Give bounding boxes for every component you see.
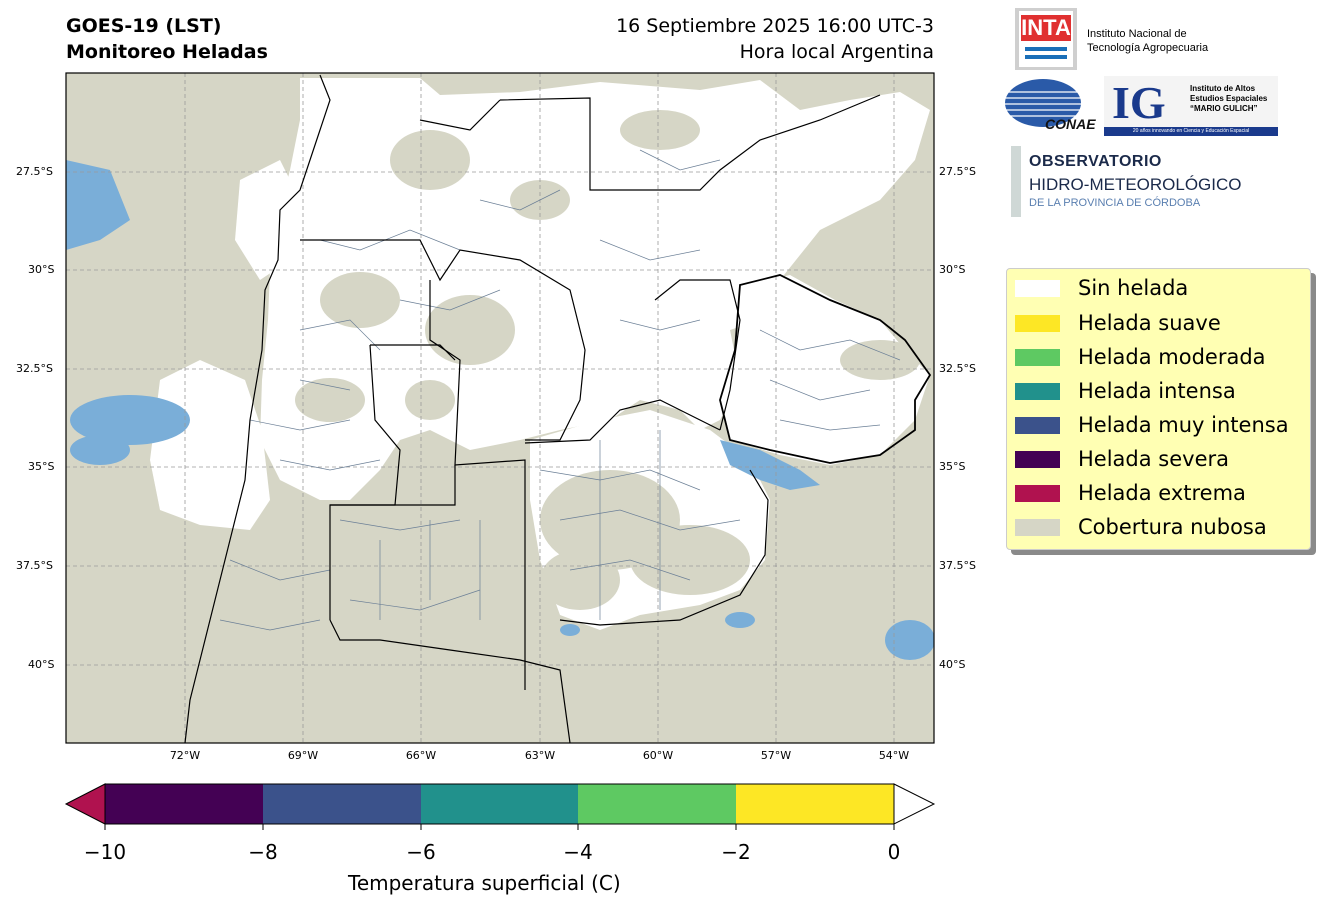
- colorbar-under-arrow: [64, 783, 106, 825]
- legend-swatch: [1015, 314, 1060, 332]
- colorbar-segment-intensa: [421, 784, 579, 824]
- lat-label-right-2: 30°S: [939, 263, 966, 276]
- colorbar-segment-moderada: [578, 784, 736, 824]
- inta-name-line-2: Tecnología Agropecuaria: [1087, 42, 1209, 54]
- inta-logo-inner: INTA: [1019, 11, 1073, 67]
- legend-label: Sin helada: [1078, 276, 1189, 300]
- clear-region-uruguay: [722, 275, 930, 465]
- conae-stripes: [1005, 91, 1081, 117]
- lon-label-1: 72°W: [169, 749, 201, 762]
- lat-label-left-1: 27.5°S: [16, 165, 53, 178]
- ig-logo: IG Instituto de Altos Estudios Espaciale…: [1104, 76, 1278, 136]
- lat-label-right-4: 35°S: [939, 460, 966, 473]
- lat-label-right-6: 40°S: [939, 658, 966, 671]
- colorbar-over-arrow: [893, 783, 936, 825]
- legend-label: Cobertura nubosa: [1078, 515, 1267, 539]
- legend-label: Helada severa: [1078, 447, 1229, 471]
- inta-wordmark: INTA: [1021, 15, 1071, 41]
- legend-swatch: [1015, 416, 1060, 434]
- lon-label-4: 63°W: [524, 749, 556, 762]
- legend-item: Cobertura nubosa: [1015, 512, 1267, 542]
- legend-item: Sin helada: [1015, 273, 1188, 303]
- colorbar-tick-marks: [104, 824, 895, 830]
- lon-label-7: 54°W: [878, 749, 910, 762]
- ig-name: Instituto de Altos Estudios Espaciales “…: [1190, 84, 1267, 114]
- legend-item: Helada moderada: [1015, 342, 1266, 372]
- colorbar-tick-label-6: 0: [887, 840, 901, 864]
- legend-label: Helada suave: [1078, 311, 1221, 335]
- legend-swatch: [1015, 348, 1060, 366]
- legend-item: Helada suave: [1015, 308, 1221, 338]
- lon-label-2: 69°W: [287, 749, 319, 762]
- lat-label-right-5: 37.5°S: [939, 559, 976, 572]
- lat-label-right-3: 32.5°S: [939, 362, 976, 375]
- colorbar-segment-suave: [736, 784, 894, 824]
- legend-label: Helada moderada: [1078, 345, 1266, 369]
- inta-name: Instituto Nacional de Tecnología Agropec…: [1087, 27, 1208, 55]
- province-boundaries: [184, 74, 932, 743]
- title-line-2: Monitoreo Heladas: [66, 41, 268, 63]
- lon-label-6: 57°W: [760, 749, 792, 762]
- lat-label-left-3: 32.5°S: [16, 362, 53, 375]
- ig-name-line-3: “MARIO GULICH”: [1190, 104, 1258, 113]
- legend: Sin helada Helada suave Helada moderada …: [1006, 268, 1311, 550]
- lat-label-left-2: 30°S: [28, 263, 55, 276]
- colorbar-frame: [104, 783, 895, 825]
- conae-wordmark: CONAE: [1045, 116, 1096, 132]
- lat-label-right-1: 27.5°S: [939, 165, 976, 178]
- colorbar-segment-muy-intensa: [263, 784, 421, 824]
- observatorio-line-3: DE LA PROVINCIA DE CÓRDOBA: [1029, 197, 1201, 209]
- ig-name-line-2: Estudios Espaciales: [1190, 94, 1268, 103]
- colorbar-label: Temperatura superficial (C): [348, 871, 621, 895]
- map-title: GOES-19 (LST) Monitoreo Heladas: [66, 13, 268, 65]
- colorbar-tick-label-1: −10: [83, 840, 127, 864]
- datetime-line-1: 16 Septiembre 2025 16:00 UTC-3: [616, 15, 934, 37]
- observatorio-line-2: HIDRO-METEOROLÓGICO: [1029, 175, 1242, 194]
- inta-name-line-1: Instituto Nacional de: [1087, 28, 1187, 40]
- colorbar-tick-label-4: −4: [563, 840, 593, 864]
- observatorio-line-1: OBSERVATORIO: [1029, 153, 1162, 170]
- datetime-line-2: Hora local Argentina: [739, 41, 934, 63]
- ig-letters: IG: [1112, 77, 1166, 128]
- water-bodies: [66, 160, 934, 660]
- colorbar-tick-label-5: −2: [721, 840, 751, 864]
- ig-tagline: 20 años innovando en Ciencia y Educación…: [1104, 127, 1278, 136]
- legend-item: Helada muy intensa: [1015, 410, 1289, 440]
- lat-label-left-5: 37.5°S: [16, 559, 53, 572]
- title-line-1: GOES-19 (LST): [66, 15, 222, 37]
- conae-globe: [1005, 79, 1081, 127]
- colorbar-tick-label-2: −8: [248, 840, 278, 864]
- legend-item: Helada severa: [1015, 444, 1229, 474]
- lat-label-left-4: 35°S: [28, 460, 55, 473]
- legend-swatch: [1015, 279, 1060, 297]
- legend-swatch: [1015, 450, 1060, 468]
- lon-label-3: 66°W: [405, 749, 437, 762]
- legend-label: Helada muy intensa: [1078, 413, 1289, 437]
- legend-item: Helada extrema: [1015, 478, 1246, 508]
- legend-swatch: [1015, 484, 1060, 502]
- legend-label: Helada intensa: [1078, 379, 1236, 403]
- map-frame: [65, 72, 935, 744]
- lon-label-5: 60°W: [642, 749, 674, 762]
- department-boundaries: [219, 149, 901, 631]
- inta-stripe: [1025, 47, 1067, 51]
- legend-label: Helada extrema: [1078, 481, 1246, 505]
- legend-swatch: [1015, 518, 1060, 536]
- colorbar: [64, 783, 936, 830]
- clear-region-west: [150, 360, 270, 530]
- legend-swatch: [1015, 382, 1060, 400]
- map-datetime: 16 Septiembre 2025 16:00 UTC-3 Hora loca…: [616, 13, 934, 65]
- conae-logo: [1005, 79, 1081, 127]
- inta-logo: INTA: [1015, 8, 1077, 70]
- gridlines: [66, 73, 934, 743]
- inta-stripe: [1025, 55, 1067, 59]
- lat-label-left-6: 40°S: [28, 658, 55, 671]
- colorbar-segment-severa: [105, 784, 263, 824]
- ig-name-line-1: Instituto de Altos: [1190, 84, 1256, 93]
- observatorio-logo-bar: [1011, 146, 1021, 217]
- clear-region-nw: [235, 160, 300, 280]
- legend-item: Helada intensa: [1015, 376, 1236, 406]
- colorbar-tick-label-3: −6: [406, 840, 436, 864]
